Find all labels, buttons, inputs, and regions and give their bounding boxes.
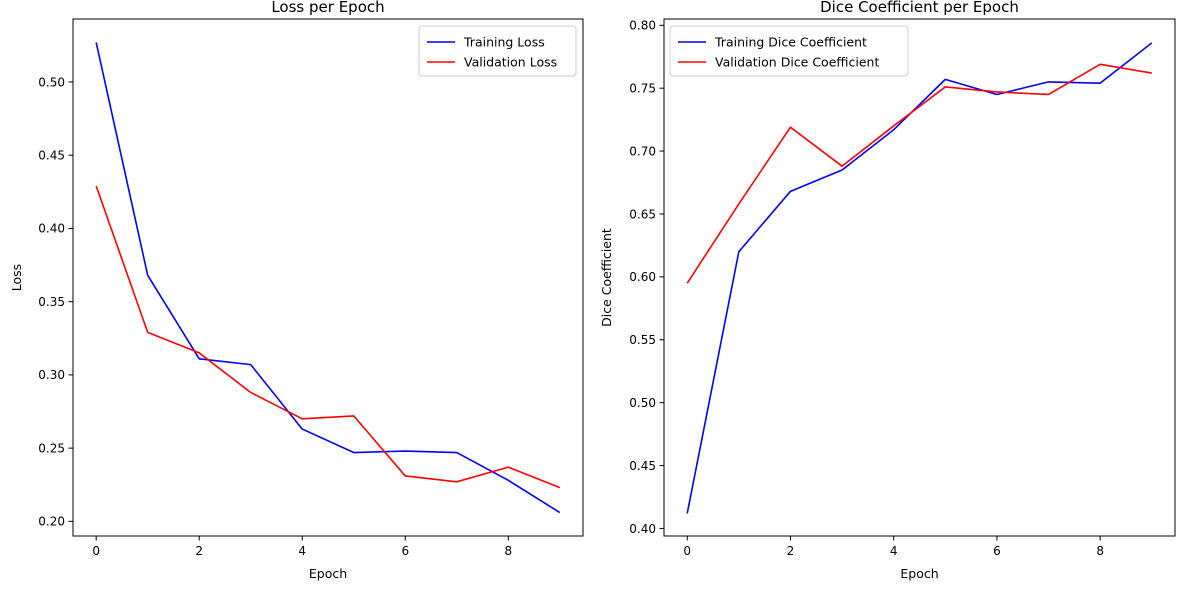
- plot-frame: [72, 18, 584, 537]
- x-tick-label: 2: [787, 544, 795, 558]
- series-line-2: [95, 185, 561, 489]
- plot-frame: [663, 18, 1176, 537]
- y-tick-label: 0.45: [629, 459, 656, 473]
- legend: Training Dice Coefficient Validation Dice…: [669, 25, 909, 77]
- y-tick-label: 0.65: [629, 207, 656, 221]
- legend-label: Validation Dice Coefficient: [715, 55, 879, 70]
- legend-label: Validation Loss: [464, 55, 557, 70]
- y-tick-label: 0.40: [38, 222, 65, 236]
- y-tick-label: 0.25: [38, 441, 65, 455]
- chart-title: Dice Coefficient per Epoch: [820, 0, 1019, 16]
- x-tick-label: 8: [504, 544, 512, 558]
- y-tick-label: 0.35: [38, 295, 65, 309]
- x-tick-label: 8: [1096, 544, 1104, 558]
- legend-label: Training Dice Coefficient: [714, 35, 867, 50]
- y-axis-label: Dice Coefficient: [599, 228, 614, 327]
- x-tick-label: 0: [92, 544, 100, 558]
- series-line-1: [95, 42, 561, 514]
- y-tick-label: 0.60: [629, 270, 656, 284]
- legend-label: Training Loss: [463, 35, 545, 50]
- x-tick-label: 6: [401, 544, 409, 558]
- y-tick-label: 0.55: [629, 333, 656, 347]
- x-tick-label: 4: [298, 544, 306, 558]
- x-tick-label: 2: [195, 544, 203, 558]
- y-axis-label: Loss: [9, 264, 24, 291]
- x-axis-label: Epoch: [900, 566, 938, 581]
- chart-panel-2: Dice Coefficient per Epoch 0 2 4 6 8 0.40 0.45 0…: [599, 0, 1176, 581]
- series-line-1: [686, 42, 1153, 514]
- series-line-2: [686, 63, 1152, 284]
- y-tick-label: 0.80: [629, 19, 656, 33]
- legend-box: [669, 25, 909, 77]
- legend-box: [418, 25, 577, 77]
- x-tick-label: 4: [890, 544, 898, 558]
- x-tick-label: 6: [993, 544, 1001, 558]
- legend: Training Loss Validation Loss: [418, 25, 577, 77]
- y-tick-label: 0.50: [629, 396, 656, 410]
- chart-panel-1: Loss per Epoch 0 2 4 6 8 0.20 0.25 0.30 0.35 0.40 0…: [9, 0, 584, 581]
- y-tick-label: 0.75: [629, 81, 656, 95]
- y-tick-label: 0.30: [38, 368, 65, 382]
- y-tick-label: 0.70: [629, 144, 656, 158]
- y-tick-label: 0.45: [38, 149, 65, 163]
- x-axis-label: Epoch: [309, 566, 347, 581]
- x-tick-label: 0: [683, 544, 691, 558]
- chart-title: Loss per Epoch: [271, 0, 384, 16]
- y-tick-label: 0.50: [38, 75, 65, 89]
- y-tick-label: 0.20: [38, 515, 65, 529]
- y-tick-label: 0.40: [629, 522, 656, 536]
